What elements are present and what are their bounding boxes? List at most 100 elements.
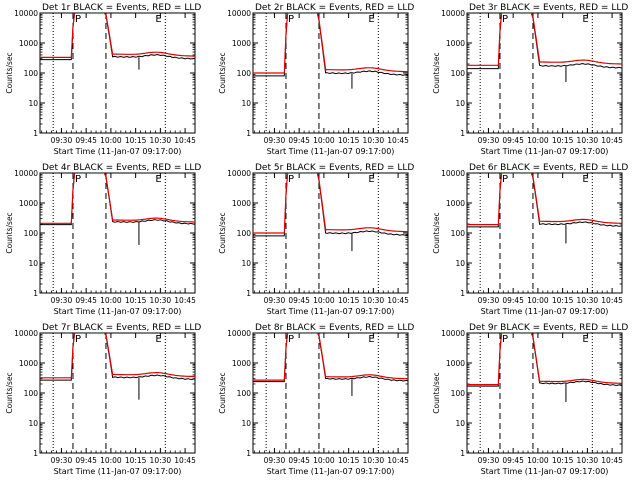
x-tick-label: 09:45 <box>502 456 524 465</box>
panel-title: Det 1r BLACK = Events, RED = LLD <box>42 3 201 13</box>
y-tick-label: 1000 <box>19 39 38 48</box>
end-marker-letter: E <box>368 334 374 345</box>
y-axis-label: Counts/sec <box>5 52 14 93</box>
x-axis-label: Start Time (11-Jan-07 09:17:00) <box>267 147 395 156</box>
y-tick-label: 10 <box>28 99 38 108</box>
y-tick-label: 1000 <box>232 199 251 208</box>
end-marker-letter: E <box>155 334 161 345</box>
x-axis-label: Start Time (11-Jan-07 09:17:00) <box>54 147 182 156</box>
y-tick-label: 10 <box>28 259 38 268</box>
x-tick-label: 10:00 <box>313 456 335 465</box>
panel-title: Det 7r BLACK = Events, RED = LLD <box>42 323 201 333</box>
y-tick-label: 10000 <box>14 9 38 18</box>
series-events-line <box>40 333 195 381</box>
series-events-line <box>253 333 408 383</box>
x-tick-label: 09:45 <box>288 296 310 305</box>
panel-7: Det 7r BLACK = Events, RED = LLD 1 10 100 10… <box>5 323 201 476</box>
x-tick-label: 09:45 <box>75 456 97 465</box>
panel-title: Det 5r BLACK = Events, RED = LLD <box>255 163 414 173</box>
y-axis-label: Counts/sec <box>432 212 441 253</box>
x-axis-label: Start Time (11-Jan-07 09:17:00) <box>54 467 182 476</box>
y-tick-label: 100 <box>451 229 466 238</box>
x-tick-label: 09:30 <box>51 456 73 465</box>
x-tick-label: 10:45 <box>601 456 623 465</box>
y-tick-label: 10 <box>455 99 465 108</box>
end-marker-letter: E <box>582 14 588 25</box>
y-axis-label: Counts/sec <box>218 372 227 413</box>
y-axis-label: Counts/sec <box>5 212 14 253</box>
plot-frame <box>39 12 196 134</box>
x-tick-label: 10:45 <box>601 136 623 145</box>
series-events-line <box>253 13 408 77</box>
series-lld-line <box>467 173 622 226</box>
y-tick-label: 100 <box>237 389 252 398</box>
x-tick-label: 10:00 <box>100 296 122 305</box>
end-marker-letter: E <box>155 14 161 25</box>
end-marker-letter: E <box>582 174 588 185</box>
y-tick-label: 1000 <box>232 359 251 368</box>
x-tick-label: 09:45 <box>502 136 524 145</box>
y-axis-label: Counts/sec <box>218 212 227 253</box>
y-tick-label: 1 <box>246 129 251 138</box>
x-tick-label: 09:30 <box>478 456 500 465</box>
panel-1: Det 1r BLACK = Events, RED = LLD 1 10 100 10… <box>5 3 201 156</box>
plot-frame <box>466 172 623 294</box>
panel-6: Det 6r BLACK = Events, RED = LLD 1 10 100 10… <box>432 163 628 316</box>
x-tick-label: 09:45 <box>502 296 524 305</box>
series-lld-line <box>467 13 622 66</box>
x-tick-label: 10:45 <box>174 296 196 305</box>
y-tick-label: 1000 <box>19 359 38 368</box>
x-tick-label: 10:30 <box>150 136 172 145</box>
x-tick-label: 10:30 <box>363 136 385 145</box>
x-axis-label: Start Time (11-Jan-07 09:17:00) <box>267 467 395 476</box>
series-lld-line <box>40 173 195 224</box>
panel-9: Det 9r BLACK = Events, RED = LLD 1 10 100 10… <box>432 323 628 476</box>
y-tick-label: 10000 <box>227 9 251 18</box>
y-tick-label: 1 <box>33 129 38 138</box>
y-tick-label: 10 <box>455 419 465 428</box>
x-tick-label: 10:15 <box>338 296 360 305</box>
peak-marker-letter: P <box>288 14 294 25</box>
y-tick-label: 10 <box>28 419 38 428</box>
y-tick-label: 100 <box>237 229 252 238</box>
x-tick-label: 10:45 <box>174 456 196 465</box>
peak-marker-letter: P <box>75 14 81 25</box>
x-tick-label: 10:45 <box>387 296 409 305</box>
panel-title: Det 2r BLACK = Events, RED = LLD <box>255 3 414 13</box>
end-marker-letter: E <box>368 14 374 25</box>
x-tick-label: 10:15 <box>552 296 574 305</box>
panel-3: Det 3r BLACK = Events, RED = LLD 1 10 100 10… <box>432 3 628 156</box>
y-tick-label: 100 <box>24 389 39 398</box>
y-tick-label: 10000 <box>441 329 465 338</box>
series-events-line <box>467 333 622 387</box>
plot-frame <box>39 172 196 294</box>
peak-marker-letter: P <box>502 334 508 345</box>
y-tick-label: 100 <box>451 69 466 78</box>
x-axis-label: Start Time (11-Jan-07 09:17:00) <box>481 147 609 156</box>
peak-marker-letter: P <box>502 174 508 185</box>
x-axis-label: Start Time (11-Jan-07 09:17:00) <box>267 307 395 316</box>
x-tick-label: 10:15 <box>338 456 360 465</box>
peak-marker-letter: P <box>288 334 294 345</box>
x-tick-label: 10:15 <box>125 136 147 145</box>
series-lld-line <box>40 333 195 379</box>
end-marker-letter: E <box>582 334 588 345</box>
series-lld-line <box>253 333 408 381</box>
y-axis-label: Counts/sec <box>432 372 441 413</box>
x-tick-label: 10:30 <box>363 456 385 465</box>
series-lld-line <box>253 13 408 74</box>
x-tick-label: 09:30 <box>478 136 500 145</box>
x-axis-label: Start Time (11-Jan-07 09:17:00) <box>481 307 609 316</box>
y-tick-label: 1000 <box>232 39 251 48</box>
y-axis-label: Counts/sec <box>5 372 14 413</box>
y-tick-label: 10 <box>241 259 251 268</box>
x-axis-label: Start Time (11-Jan-07 09:17:00) <box>54 307 182 316</box>
y-tick-label: 10 <box>241 99 251 108</box>
plot-frame <box>252 332 409 454</box>
x-tick-label: 09:45 <box>288 456 310 465</box>
y-tick-label: 1000 <box>446 39 465 48</box>
peak-marker-letter: P <box>75 334 81 345</box>
x-tick-label: 09:45 <box>288 136 310 145</box>
